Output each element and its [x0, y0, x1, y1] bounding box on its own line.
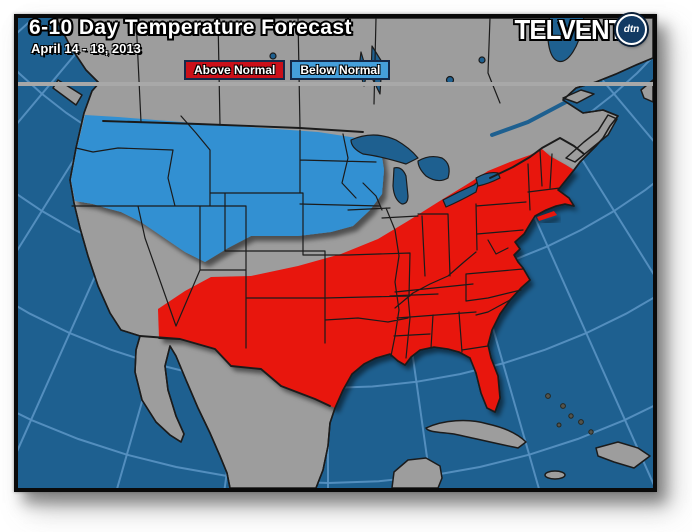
below-normal-region	[71, 115, 384, 262]
cuba	[425, 419, 527, 449]
st-lawrence-river	[490, 100, 568, 137]
jamaica	[544, 470, 566, 480]
dtn-badge-label: dtn	[623, 24, 640, 35]
lake-michigan	[392, 167, 409, 205]
canada-border	[102, 120, 585, 179]
coastline-restroke	[55, 18, 653, 488]
legend-label-below: Below Normal	[300, 63, 381, 77]
anticosti-island	[562, 89, 595, 104]
legend-item-above-normal: Above Normal	[184, 60, 286, 80]
lake-huron	[417, 155, 450, 182]
yucatan-peninsula	[391, 457, 443, 488]
header-separator-bar	[18, 82, 653, 86]
brand-name: TELVENT	[514, 14, 624, 45]
eastern-state-borders	[362, 149, 561, 353]
page-title: 6-10 Day Temperature Forecast	[29, 16, 352, 39]
lake-superior	[350, 134, 419, 165]
above-normal-region	[158, 149, 574, 412]
legend: Above Normal Below Normal	[184, 60, 391, 80]
mexico-border	[139, 335, 331, 407]
long-island	[537, 211, 557, 221]
hispaniola	[595, 441, 651, 469]
legend-item-below-normal: Below Normal	[290, 60, 391, 80]
dtn-badge-icon: dtn	[616, 14, 647, 45]
western-state-borders	[71, 115, 439, 359]
james-bay	[547, 18, 585, 63]
forecast-map-window: 6-10 Day Temperature Forecast April 14 -…	[14, 14, 657, 492]
brand-logo: TELVENT dtn	[503, 14, 647, 48]
legend-label-above: Above Normal	[194, 63, 276, 77]
bahamas-islands	[545, 393, 594, 435]
date-range: April 14 - 18, 2013	[31, 41, 141, 56]
forecast-map	[18, 18, 653, 488]
lake-erie	[442, 180, 480, 208]
great-lakes	[350, 134, 501, 208]
